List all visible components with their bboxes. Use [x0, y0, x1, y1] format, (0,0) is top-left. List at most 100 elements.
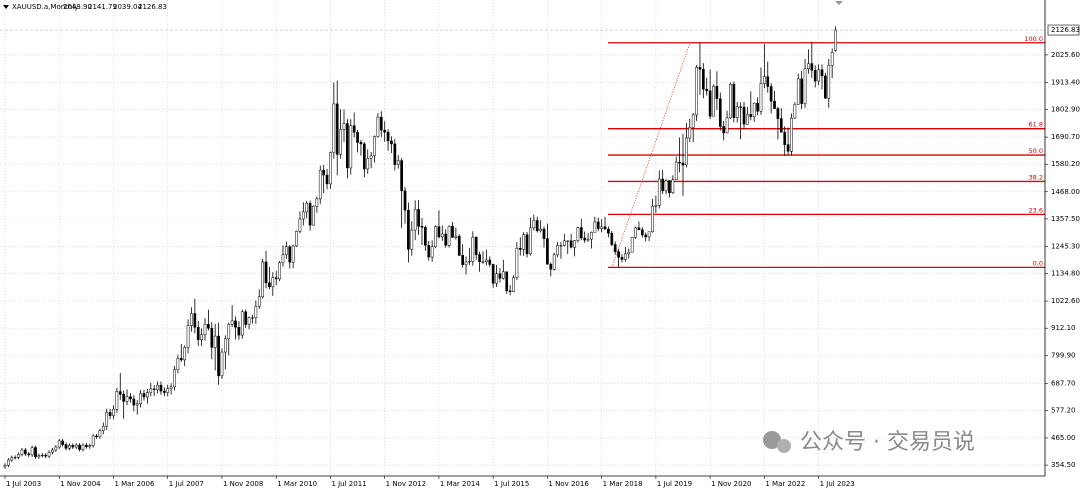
- candle-body: [620, 257, 624, 260]
- candle-body: [264, 261, 268, 284]
- candle-body: [417, 209, 420, 227]
- candle-body: [590, 232, 593, 240]
- x-tick-label: 1 Nov 2016: [548, 480, 589, 488]
- candle-body: [695, 67, 698, 116]
- y-tick-label: 1580.20: [1051, 160, 1080, 168]
- candle-body: [230, 320, 234, 325]
- candle-body: [508, 290, 512, 292]
- candle-body: [193, 313, 197, 328]
- candle-body: [34, 447, 37, 458]
- candle-body: [301, 211, 305, 220]
- candle-body: [207, 324, 210, 329]
- candle-body: [115, 391, 119, 410]
- candle-body: [722, 126, 726, 134]
- fibo-level-label: 0.0: [1033, 259, 1043, 267]
- candle-body: [98, 430, 102, 437]
- candle-body: [146, 392, 149, 398]
- candle-body: [522, 234, 526, 250]
- candle-body: [200, 334, 203, 341]
- candle-body: [505, 271, 509, 291]
- candle-body: [20, 449, 24, 455]
- y-tick-label: 912.10: [1051, 324, 1076, 332]
- candle-body: [369, 155, 373, 159]
- candle-body: [830, 52, 834, 66]
- candle-body: [742, 106, 746, 125]
- candle-body: [549, 263, 553, 270]
- candle-body: [824, 75, 827, 99]
- candle-body: [346, 123, 349, 169]
- candle-body: [688, 127, 692, 139]
- candle-body: [71, 445, 75, 448]
- candle-body: [196, 327, 200, 341]
- watermark-icon: [763, 431, 781, 449]
- fibo-trendline: [611, 42, 691, 268]
- candle-body: [461, 255, 464, 265]
- candle-body: [329, 152, 332, 185]
- candle-body: [44, 454, 48, 457]
- candle-body: [776, 108, 780, 119]
- candle-body: [790, 117, 793, 152]
- x-tick-label: 1 Nov 2004: [60, 480, 101, 488]
- candle-body: [23, 449, 27, 455]
- candle-body: [379, 116, 383, 131]
- watermark-text: 公众号 · 交易员说: [800, 430, 975, 455]
- candle-body: [288, 246, 292, 263]
- candle-body: [440, 233, 444, 238]
- candle-body: [434, 226, 437, 247]
- candle-body: [203, 324, 207, 335]
- candle-body: [7, 459, 10, 466]
- candle-body: [515, 247, 519, 278]
- candle-body: [796, 78, 800, 105]
- candle-body: [512, 277, 515, 292]
- candle-body: [359, 142, 363, 145]
- candle-body: [478, 254, 481, 262]
- candle-body: [156, 384, 159, 390]
- candle-body: [773, 100, 776, 109]
- candle-body: [162, 390, 166, 393]
- candle-body: [315, 198, 319, 207]
- x-tick-label: 1 Jul 2003: [6, 480, 41, 488]
- candle-body: [312, 205, 315, 226]
- candle-body: [793, 104, 797, 119]
- chart-title: XAUUSD.a,Monthly: [12, 3, 78, 11]
- candle-body: [213, 335, 217, 348]
- candle-body: [481, 261, 485, 263]
- candle-body: [600, 226, 603, 229]
- candle-body: [569, 240, 573, 248]
- candle-body: [674, 161, 678, 180]
- candle-body: [447, 226, 451, 246]
- fibo-level-label: 38.2: [1029, 173, 1043, 181]
- plot: 100.0 61.8 50.0 38.2 23.6 0.0: [0, 26, 1045, 469]
- x-tick-label: 1 Jul 2019: [657, 480, 692, 488]
- candle-body: [118, 391, 122, 395]
- y-tick-label: 2025.60: [1051, 51, 1080, 59]
- candle-body: [30, 447, 34, 456]
- candle-body: [40, 454, 44, 456]
- candle-body: [529, 227, 532, 255]
- candle-body: [373, 136, 376, 157]
- candle-body: [644, 234, 648, 238]
- y-tick-label: 1134.80: [1051, 270, 1080, 278]
- y-tick-label: 465.00: [1051, 434, 1076, 442]
- candle-body: [57, 440, 61, 448]
- y-tick-label: 354.50: [1051, 461, 1076, 469]
- candle-body: [671, 179, 675, 193]
- current-price-label: 2126.83: [1051, 26, 1080, 34]
- watermark: 公众号 · 交易员说: [763, 430, 975, 455]
- candle-body: [366, 158, 370, 170]
- x-tick-label: 1 Jul 2023: [820, 480, 855, 488]
- candle-body: [542, 228, 546, 239]
- candle-body: [135, 403, 139, 406]
- candle-body: [746, 114, 749, 125]
- candle-body: [657, 178, 661, 206]
- candle-body: [579, 227, 583, 239]
- candle-body: [454, 235, 458, 238]
- candle-body: [308, 203, 312, 226]
- y-tick-label: 1245.30: [1051, 242, 1080, 250]
- candle-body: [715, 85, 719, 99]
- candle-body: [752, 102, 756, 117]
- candle-body: [756, 102, 759, 112]
- candle-body: [139, 393, 142, 405]
- candle-body: [3, 464, 7, 468]
- candle-body: [149, 388, 153, 393]
